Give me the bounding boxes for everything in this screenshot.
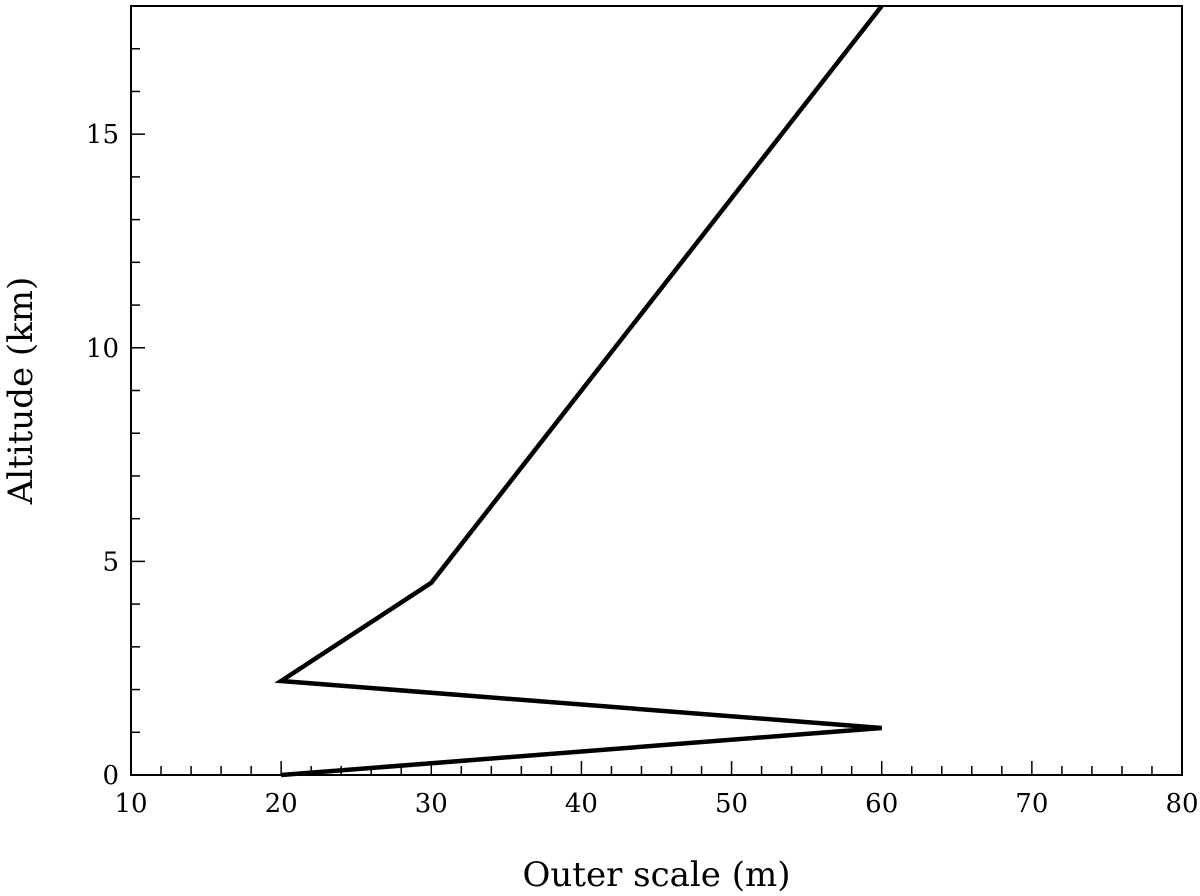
y-tick-label: 0	[102, 761, 119, 791]
labels-layer: 10 20 30 40 50 60 70 80 0 5 10 15	[86, 120, 1199, 819]
x-tick-label: 30	[415, 789, 448, 819]
x-tick-label: 40	[565, 789, 598, 819]
series-layer	[274, 4, 884, 778]
x-tick-label: 10	[114, 789, 147, 819]
series-line	[274, 4, 884, 778]
x-tick-label: 70	[1015, 789, 1048, 819]
y-tick-label: 5	[102, 547, 119, 577]
plot-frame	[130, 5, 1183, 776]
ticks-layer	[130, 5, 1183, 776]
y-tick-label: 15	[86, 120, 119, 150]
x-tick-label: 60	[865, 789, 898, 819]
y-axis-title: Altitude (km)	[1, 277, 41, 506]
x-axis-title: Outer scale (m)	[523, 855, 791, 895]
y-tick-label: 10	[86, 334, 119, 364]
x-tick-label: 20	[265, 789, 298, 819]
x-tick-label: 80	[1165, 789, 1198, 819]
x-tick-label: 50	[715, 789, 748, 819]
